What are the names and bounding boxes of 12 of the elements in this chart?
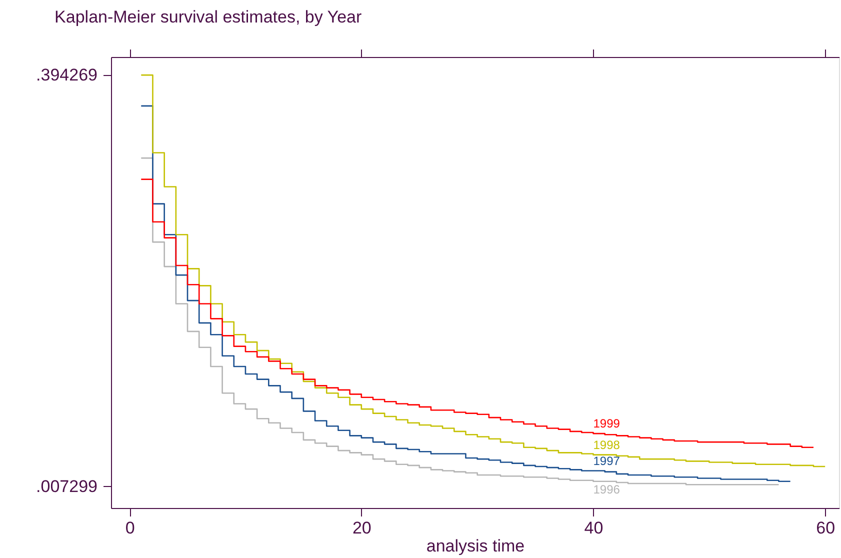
x-tick-label: 60 [816, 518, 836, 538]
series-label: 1996 [593, 482, 620, 496]
x-tick-label: 40 [584, 518, 604, 538]
x-tick-label: 0 [125, 518, 135, 538]
y-tick-label: .394269 [36, 65, 98, 84]
series-label: 1997 [593, 454, 620, 468]
x-axis-title: analysis time [426, 536, 525, 556]
series-label: 1998 [593, 438, 620, 452]
series-label: 1999 [593, 416, 620, 431]
x-tick-label: 20 [352, 518, 372, 538]
chart-title: Kaplan-Meier survival estimates, by Year [54, 8, 362, 26]
y-tick-label: .007299 [36, 476, 98, 496]
